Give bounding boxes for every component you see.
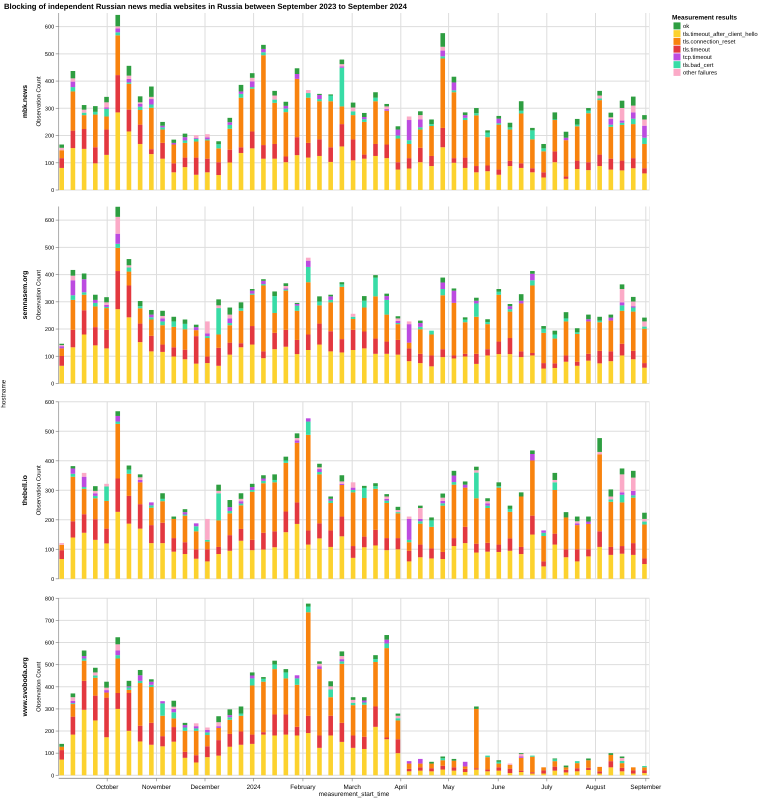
svg-text:100: 100 [45,161,54,167]
svg-text:600: 600 [45,641,54,647]
svg-text:other failures: other failures [683,70,717,77]
svg-text:0: 0 [51,773,54,779]
svg-text:500: 500 [45,663,54,669]
svg-text:tls.timeout: tls.timeout [683,46,710,53]
svg-text:May: May [443,784,456,791]
svg-text:August: August [586,784,606,791]
svg-text:200: 200 [45,729,54,735]
svg-text:300: 300 [45,707,54,713]
svg-text:Observation Count: Observation Count [36,661,43,711]
svg-text:Blocking of independent Russia: Blocking of independent Russian news med… [4,2,408,11]
svg-text:November: November [142,784,171,791]
svg-text:December: December [190,784,219,791]
svg-text:800: 800 [45,596,54,602]
svg-text:400: 400 [45,685,54,691]
svg-text:300: 300 [45,106,54,112]
svg-text:600: 600 [45,218,54,224]
svg-text:500: 500 [45,52,54,58]
svg-text:Observation Count: Observation Count [36,270,43,320]
svg-text:400: 400 [45,459,54,465]
svg-text:Observation Count: Observation Count [36,76,43,126]
svg-text:tcp.timeout: tcp.timeout [683,54,712,61]
svg-text:0: 0 [51,577,54,583]
svg-text:100: 100 [45,751,54,757]
svg-text:tls.timeout_after_client_hello: tls.timeout_after_client_hello [683,31,758,38]
svg-text:300: 300 [45,488,54,494]
svg-text:September: September [630,784,661,791]
svg-text:thebell.io: thebell.io [22,475,29,505]
svg-text:October: October [96,784,118,791]
svg-text:500: 500 [45,245,54,251]
svg-text:100: 100 [45,547,54,553]
svg-text:mbk.news: mbk.news [22,85,29,118]
svg-text:200: 200 [45,134,54,140]
svg-text:600: 600 [45,25,54,31]
svg-text:0: 0 [51,188,54,194]
svg-text:600: 600 [45,400,54,406]
svg-text:200: 200 [45,518,54,524]
svg-text:ok: ok [683,23,689,30]
svg-text:Measurement results: Measurement results [672,14,737,21]
svg-text:June: June [491,784,505,791]
svg-text:300: 300 [45,300,54,306]
svg-text:tls.bad_cert: tls.bad_cert [683,62,714,69]
svg-text:measurement_start_time: measurement_start_time [319,791,390,798]
svg-text:0: 0 [51,382,54,388]
svg-text:www.svoboda.org: www.svoboda.org [22,657,29,717]
svg-text:March: March [343,784,361,791]
svg-text:Observation Count: Observation Count [36,465,43,515]
svg-text:500: 500 [45,429,54,435]
svg-text:400: 400 [45,273,54,279]
svg-text:2024: 2024 [247,784,262,791]
svg-text:hostname: hostname [0,379,7,408]
svg-text:700: 700 [45,618,54,624]
svg-text:200: 200 [45,327,54,333]
svg-text:100: 100 [45,354,54,360]
svg-text:400: 400 [45,79,54,85]
svg-text:February: February [290,784,316,791]
svg-text:July: July [541,784,553,791]
svg-text:semnasem.org: semnasem.org [22,271,29,320]
svg-text:tls.connection_reset: tls.connection_reset [683,39,736,46]
svg-text:April: April [394,784,407,791]
